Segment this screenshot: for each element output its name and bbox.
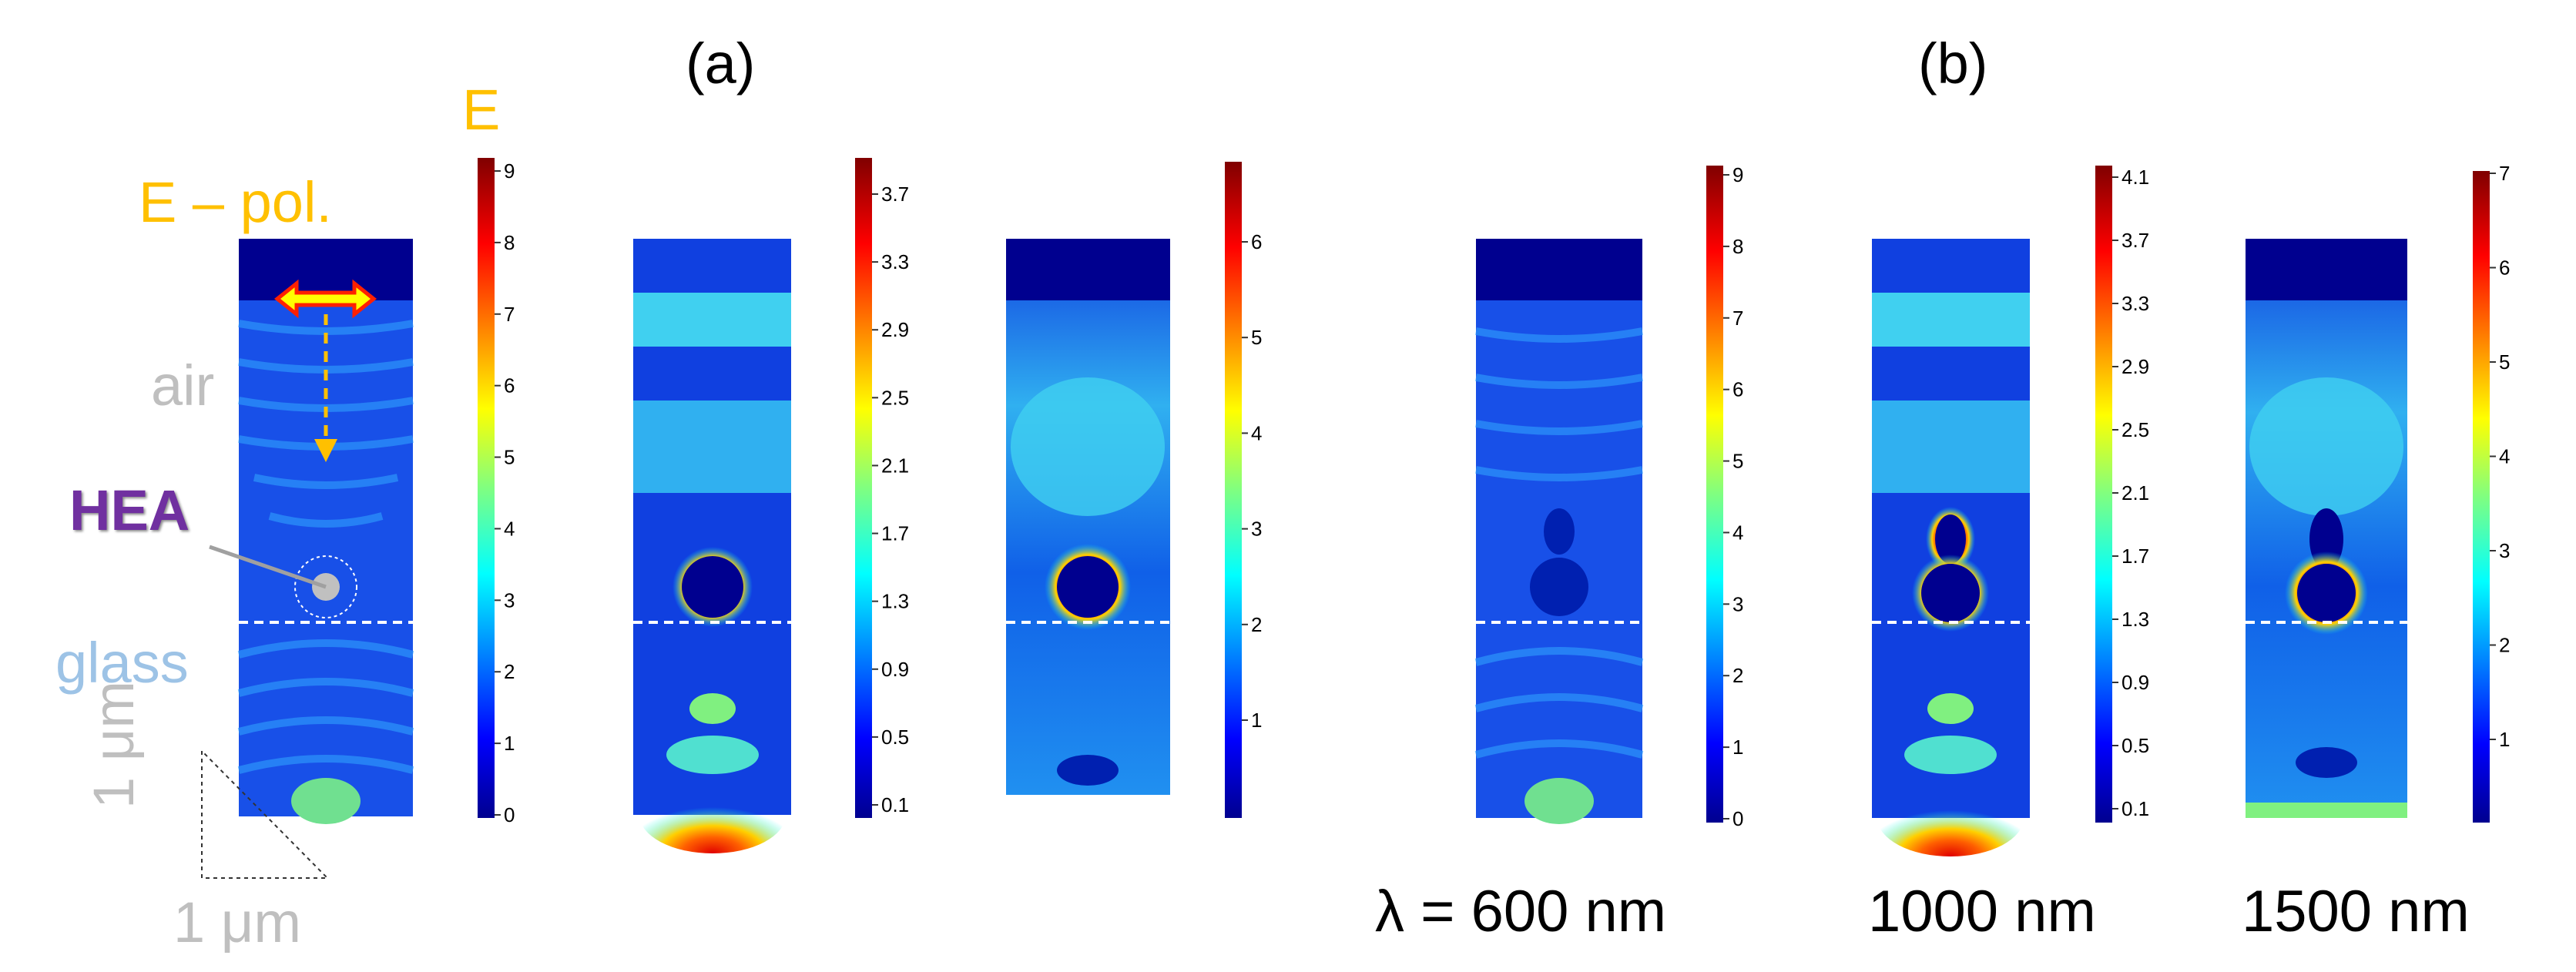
- colorbar-4: 0 1 2 3 4 5 6 7 8 9: [1706, 163, 1743, 830]
- colorbar-tick-label: 5: [2499, 350, 2510, 374]
- colorbar-tick-label: 0.5: [2122, 734, 2149, 757]
- colorbars: 0 1 2 3 4 5 6 7 8 9 0.1 0.5 0.9 1.3 1.7 2.1 2.5 2.9 3.3 3.7…: [478, 158, 2510, 830]
- colorbar-tick-label: 1: [1251, 709, 1262, 732]
- colorbar-tick-label: 2.9: [881, 318, 909, 341]
- colorbar-tick-label: 0.1: [881, 793, 909, 816]
- colorbar-tick-label: 6: [2499, 256, 2510, 280]
- field-map-a-1500: [1006, 239, 1170, 795]
- colorbar-tick-label: 1: [504, 732, 515, 755]
- colorbar-tick-label: 1.7: [2122, 545, 2149, 568]
- colorbar-tick-label: 5: [1732, 450, 1743, 473]
- particle-label: HEA: [69, 478, 190, 542]
- scale-bar-horizontal-label: 1 μm: [173, 890, 301, 954]
- colorbar-tick-label: 2.5: [2122, 418, 2149, 441]
- colorbar-tick-label: 2: [2499, 634, 2510, 657]
- colorbar-gradient: [2095, 166, 2112, 823]
- colorbar-tick-label: 7: [1732, 307, 1743, 330]
- colorbar-tick-label: 1.3: [881, 590, 909, 613]
- colorbar-tick-label: 2.1: [881, 454, 909, 477]
- colorbar-1: 0 1 2 3 4 5 6 7 8 9: [478, 158, 515, 826]
- colorbar-tick-label: 4: [2499, 445, 2510, 468]
- colorbar-tick-label: 8: [1732, 235, 1743, 258]
- colorbar-tick-label: 8: [504, 231, 515, 254]
- field-map-a-600: [209, 239, 414, 824]
- field-map-b-1500: [2246, 239, 2407, 818]
- colorbar-tick-label: 3: [1251, 518, 1262, 541]
- colorbar-tick-label: 9: [504, 159, 515, 183]
- field-symbol-label: E: [462, 78, 501, 142]
- panel-label-a: (a): [686, 32, 756, 96]
- colorbar-tick-label: 7: [504, 303, 515, 326]
- colorbar-tick-label: 3.7: [881, 183, 909, 206]
- air-label: air: [151, 354, 215, 417]
- wavelength-label-1000: 1000 nm: [1868, 879, 2096, 944]
- colorbar-tick-label: 3: [1732, 592, 1743, 615]
- colorbar-tick-label: 3: [504, 588, 515, 612]
- colorbar-tick-label: 9: [1732, 163, 1743, 186]
- colorbar-tick-label: 2: [504, 660, 515, 683]
- colorbar-tick-label: 2.5: [881, 386, 909, 409]
- colorbar-5: 0.1 0.5 0.9 1.3 1.7 2.1 2.5 2.9 3.3 3.7 4.1: [2095, 166, 2149, 823]
- colorbar-tick-label: 3.3: [2122, 292, 2149, 315]
- colorbar-gradient: [855, 158, 872, 818]
- colorbar-tick-label: 2.1: [2122, 481, 2149, 504]
- colorbar-tick-label: 1: [2499, 728, 2510, 751]
- colorbar-gradient: [478, 158, 495, 818]
- colorbar-tick-label: 4: [1251, 421, 1262, 444]
- colorbar-tick-label: 6: [504, 374, 515, 397]
- colorbar-tick-label: 1: [1732, 736, 1743, 759]
- colorbar-tick-label: 5: [1251, 326, 1262, 349]
- colorbar-3: 1 2 3 4 5 6: [1225, 162, 1262, 818]
- colorbar-tick-label: 2: [1251, 613, 1262, 636]
- colorbar-tick-label: 0.9: [2122, 671, 2149, 694]
- scale-triangle: [201, 749, 330, 879]
- colorbar-tick-label: 2.9: [2122, 355, 2149, 378]
- colorbar-tick-label: 0: [504, 803, 515, 826]
- colorbar-gradient: [1706, 166, 1723, 823]
- colorbar-tick-label: 2: [1732, 664, 1743, 687]
- wavelength-label-600: λ = 600 nm: [1375, 879, 1667, 944]
- glass-label: glass: [55, 631, 189, 695]
- colorbar-tick-label: 1.7: [881, 522, 909, 545]
- field-map-a-1000: [633, 239, 791, 853]
- colorbar-tick-label: 4: [1732, 521, 1743, 544]
- colorbar-tick-label: 0.1: [2122, 797, 2149, 820]
- colorbar-tick-label: 3.7: [2122, 229, 2149, 252]
- wavelength-label-1500: 1500 nm: [2242, 879, 2470, 944]
- colorbar-gradient: [2473, 171, 2490, 823]
- colorbar-tick-label: 3.3: [881, 250, 909, 273]
- colorbar-tick-label: 0.9: [881, 658, 909, 681]
- colorbar-2: 0.1 0.5 0.9 1.3 1.7 2.1 2.5 2.9 3.3 3.7: [855, 158, 909, 818]
- colorbar-6: 1 2 3 4 5 6 7: [2473, 162, 2510, 823]
- colorbar-tick-label: 7: [2499, 162, 2510, 185]
- colorbar-tick-label: 3: [2499, 539, 2510, 562]
- colorbar-tick-label: 4.1: [2122, 166, 2149, 189]
- colorbar-tick-label: 4: [504, 517, 515, 540]
- colorbar-tick-label: 5: [504, 446, 515, 469]
- colorbar-tick-label: 6: [1251, 230, 1262, 253]
- panel-label-b: (b): [1918, 32, 1988, 96]
- colorbar-gradient: [1225, 162, 1242, 818]
- colorbar-tick-label: 0.5: [881, 726, 909, 749]
- polarization-label: E – pol.: [139, 170, 332, 234]
- field-map-b-600: [1474, 239, 1644, 824]
- colorbar-tick-label: 1.3: [2122, 608, 2149, 631]
- colorbar-tick-label: 6: [1732, 378, 1743, 401]
- colorbar-tick-label: 0: [1732, 807, 1743, 830]
- field-map-b-1000: [1872, 239, 2030, 856]
